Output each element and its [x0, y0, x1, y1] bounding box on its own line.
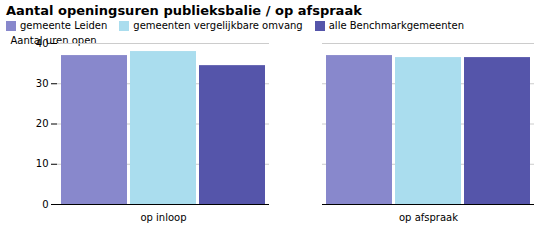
html-text:Aantal openingsuren publieksba: Aantal openingsuren publieksbalie / op a…	[6, 3, 362, 18]
svg-text:op inloop: op inloop	[140, 212, 186, 223]
svg-text:0: 0	[42, 199, 48, 210]
html-text:gemeenten vergelijkbare omvang: gemeenten vergelijkbare omvang	[133, 20, 303, 31]
svg-text:20: 20	[36, 118, 49, 129]
svg-text:30: 30	[36, 78, 49, 89]
html-text:alle Benchmarkgemeenten: alle Benchmarkgemeenten	[328, 20, 464, 31]
html-text:gemeente Leiden: gemeente Leiden	[20, 20, 108, 31]
svg-text:Aantal uren open: Aantal uren open	[10, 34, 97, 46]
svg-text:op afspraak: op afspraak	[399, 212, 458, 223]
svg-text:10: 10	[36, 158, 49, 169]
